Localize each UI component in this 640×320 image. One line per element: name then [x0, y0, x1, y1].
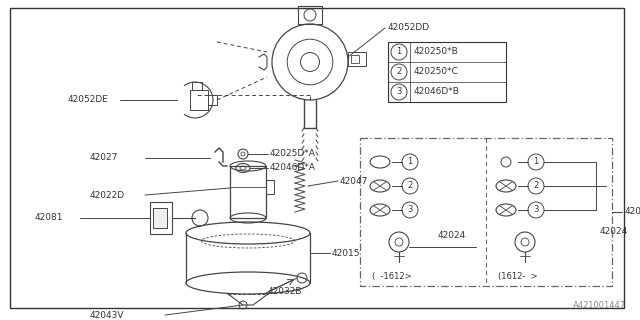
Text: (  -1612>: ( -1612> — [372, 271, 412, 281]
Text: 42022D: 42022D — [90, 190, 125, 199]
Bar — [348, 52, 366, 66]
Text: 42024: 42024 — [600, 228, 628, 236]
Text: 2: 2 — [408, 181, 413, 190]
Bar — [230, 166, 266, 218]
Text: 2: 2 — [396, 68, 402, 76]
Bar — [153, 208, 167, 228]
Text: 1: 1 — [396, 47, 402, 57]
Text: 420250*C: 420250*C — [414, 68, 459, 76]
Text: 42015: 42015 — [332, 249, 360, 258]
Text: 42046D*A: 42046D*A — [270, 164, 316, 172]
Text: 42025D*A: 42025D*A — [270, 149, 316, 158]
Text: 42052DE: 42052DE — [68, 95, 109, 105]
Text: 42027: 42027 — [90, 154, 118, 163]
Bar — [298, 6, 322, 24]
Text: 1: 1 — [408, 157, 413, 166]
Text: 3: 3 — [533, 205, 539, 214]
Bar — [266, 180, 274, 194]
Text: (1612-  >: (1612- > — [498, 271, 538, 281]
Bar — [351, 55, 359, 63]
Text: 42052DD: 42052DD — [388, 22, 430, 31]
Text: 42024: 42024 — [438, 230, 467, 239]
Bar — [192, 82, 202, 90]
Text: 3: 3 — [407, 205, 413, 214]
Text: 42021: 42021 — [625, 207, 640, 217]
Text: 1: 1 — [533, 157, 539, 166]
Text: 3: 3 — [396, 87, 402, 97]
Text: 420250*B: 420250*B — [414, 47, 459, 57]
Text: 42081: 42081 — [35, 213, 63, 222]
Text: 42047: 42047 — [340, 177, 369, 186]
Bar — [150, 202, 172, 234]
Text: 42032B: 42032B — [268, 287, 303, 297]
Text: 2: 2 — [533, 181, 539, 190]
Bar — [360, 138, 612, 286]
Bar — [190, 90, 208, 110]
Text: 42046D*B: 42046D*B — [414, 87, 460, 97]
Text: 42043V: 42043V — [90, 310, 125, 319]
Text: A421001447: A421001447 — [573, 301, 626, 310]
Bar — [388, 42, 506, 102]
